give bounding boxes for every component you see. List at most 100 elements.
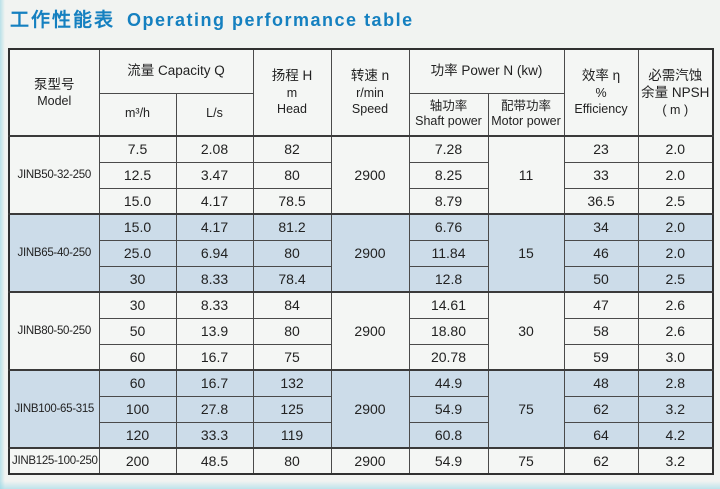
cell-efficiency: 58 xyxy=(563,317,639,345)
cell-efficiency: 59 xyxy=(563,343,639,371)
cell-shaft-power: 7.28 xyxy=(408,135,489,163)
cell-model: JINB125-100-250 xyxy=(8,447,100,475)
cell-head: 78.4 xyxy=(252,265,332,293)
cell-efficiency: 33 xyxy=(563,161,639,189)
header-power: 功率 Power N (kw) xyxy=(408,48,565,94)
cell-head: 80 xyxy=(252,447,332,475)
cell-head: 80 xyxy=(252,317,332,345)
header-head: 扬程 H m Head xyxy=(252,48,332,137)
cell-shaft-power: 60.8 xyxy=(408,421,489,449)
cell-model: JINB65-40-250 xyxy=(8,213,100,293)
table-row: 100 27.8 125 54.9 62 3.2 xyxy=(9,395,714,423)
cell-ls: 8.33 xyxy=(175,265,254,293)
cell-m3h: 200 xyxy=(98,447,177,475)
header-efficiency-unit: % xyxy=(595,86,607,101)
header-speed-en: Speed xyxy=(351,102,389,117)
group-jinb125-100-250: JINB125-100-250 200 48.5 80 2900 54.9 75… xyxy=(8,447,714,475)
cell-shaft-power: 54.9 xyxy=(408,395,489,423)
cell-head: 132 xyxy=(252,369,332,397)
performance-table: 泵型号 Model 流量 Capacity Q 扬程 H m Head 转速 n… xyxy=(8,48,715,475)
cell-m3h: 120 xyxy=(98,421,177,449)
cell-ls: 16.7 xyxy=(175,343,254,371)
header-efficiency: 效率 η % Efficiency xyxy=(563,48,639,137)
header-motor-power-en: Motor power xyxy=(491,114,561,129)
table-row: JINB125-100-250 200 48.5 80 2900 54.9 75… xyxy=(8,447,714,475)
header-model: 泵型号 Model xyxy=(8,48,100,137)
cell-shaft-power: 11.84 xyxy=(408,239,489,267)
scan-edge-bottom xyxy=(0,481,720,489)
cell-shaft-power: 8.25 xyxy=(408,161,489,189)
header-shaft-power-en: Shaft power xyxy=(415,114,482,129)
header-shaft-power: 轴功率 Shaft power xyxy=(408,92,489,137)
scan-edge-left xyxy=(0,0,5,489)
cell-head: 82 xyxy=(252,135,332,163)
header-row-2: m³/h L/s 轴功率 Shaft power 配带功率 Motor powe… xyxy=(9,92,713,137)
header-head-unit: m xyxy=(286,86,298,101)
header-speed-unit: r/min xyxy=(356,86,384,101)
group-jinb80-50-250: JINB80-50-250 30 8.33 84 2900 14.61 30 4… xyxy=(8,291,714,371)
header-row-1: 泵型号 Model 流量 Capacity Q 扬程 H m Head 转速 n… xyxy=(8,48,714,137)
cell-model: JINB80-50-250 xyxy=(8,291,100,371)
table-row: JINB80-50-250 30 8.33 84 2900 14.61 30 4… xyxy=(8,291,714,371)
cell-ls: 27.8 xyxy=(175,395,254,423)
group-jinb50-32-250: JINB50-32-250 7.5 2.08 82 2900 7.28 11 2… xyxy=(8,135,714,215)
cell-ls: 48.5 xyxy=(175,447,254,475)
table-header: 泵型号 Model 流量 Capacity Q 扬程 H m Head 转速 n… xyxy=(8,48,714,137)
cell-ls: 13.9 xyxy=(175,317,254,345)
cell-head: 81.2 xyxy=(252,213,332,241)
cell-npsh: 2.5 xyxy=(637,265,714,293)
cell-head: 80 xyxy=(252,239,332,267)
cell-npsh: 2.6 xyxy=(637,317,714,345)
cell-npsh: 3.0 xyxy=(637,343,714,371)
cell-efficiency: 50 xyxy=(563,265,639,293)
cell-head: 80 xyxy=(252,161,332,189)
cell-shaft-power: 44.9 xyxy=(408,369,489,397)
page-title-chinese: 工作性能表 xyxy=(10,10,116,31)
cell-ls: 8.33 xyxy=(175,291,254,319)
cell-npsh: 2.0 xyxy=(637,213,714,241)
cell-npsh: 2.0 xyxy=(637,135,714,163)
table-row: JINB50-32-250 7.5 2.08 82 2900 7.28 11 2… xyxy=(8,135,714,215)
cell-shaft-power: 14.61 xyxy=(408,291,489,319)
header-shaft-power-zh: 轴功率 xyxy=(429,99,468,114)
cell-motor-power: 75 xyxy=(487,369,565,449)
header-capacity-ls: L/s xyxy=(175,92,254,137)
table-row: JINB100-65-315 60 16.7 132 2900 44.9 75 … xyxy=(8,369,714,449)
cell-model: JINB50-32-250 xyxy=(8,135,100,215)
cell-head: 119 xyxy=(252,421,332,449)
cell-npsh: 4.2 xyxy=(637,421,714,449)
cell-npsh: 2.6 xyxy=(637,291,714,319)
header-capacity-m3h: m³/h xyxy=(98,92,177,137)
cell-speed: 2900 xyxy=(330,291,410,371)
cell-m3h: 50 xyxy=(98,317,177,345)
cell-speed: 2900 xyxy=(330,447,410,475)
cell-ls: 4.17 xyxy=(175,187,254,215)
table-row: 12.5 3.47 80 8.25 33 2.0 xyxy=(9,161,714,189)
cell-ls: 16.7 xyxy=(175,369,254,397)
table-row: 30 8.33 78.4 12.8 50 2.5 xyxy=(9,265,714,293)
header-motor-power-zh: 配带功率 xyxy=(501,99,552,114)
cell-efficiency: 48 xyxy=(563,369,639,397)
cell-shaft-power: 18.80 xyxy=(408,317,489,345)
header-model-zh: 泵型号 xyxy=(34,76,75,92)
header-npsh: 必需汽蚀 余量 NPSH ( m ) xyxy=(637,48,714,137)
header-speed-zh: 转速 n xyxy=(350,68,390,84)
header-motor-power: 配带功率 Motor power xyxy=(487,92,565,137)
cell-efficiency: 34 xyxy=(563,213,639,241)
header-npsh-zh1: 必需汽蚀 xyxy=(648,67,703,83)
cell-motor-power: 75 xyxy=(487,447,565,475)
cell-ls: 33.3 xyxy=(175,421,254,449)
cell-ls: 2.08 xyxy=(175,135,254,163)
table-row: 60 16.7 75 20.78 59 3.0 xyxy=(9,343,714,371)
cell-m3h: 60 xyxy=(98,369,177,397)
cell-m3h: 25.0 xyxy=(98,239,177,267)
cell-shaft-power: 8.79 xyxy=(408,187,489,215)
table-row: 50 13.9 80 18.80 58 2.6 xyxy=(9,317,714,345)
cell-efficiency: 62 xyxy=(563,395,639,423)
cell-m3h: 7.5 xyxy=(98,135,177,163)
header-npsh-unit: ( m ) xyxy=(662,102,689,117)
cell-head: 78.5 xyxy=(252,187,332,215)
header-capacity: 流量 Capacity Q xyxy=(98,48,254,94)
cell-head: 125 xyxy=(252,395,332,423)
header-speed: 转速 n r/min Speed xyxy=(330,48,410,137)
